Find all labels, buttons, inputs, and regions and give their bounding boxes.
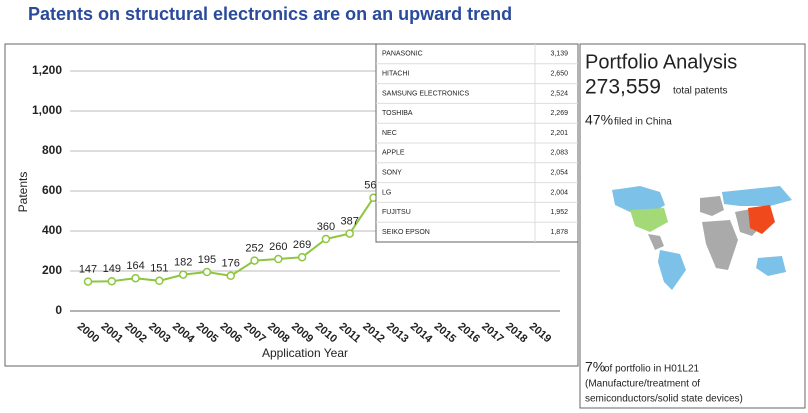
y-tick-label: 1,200 (32, 63, 62, 77)
point (155, 276, 164, 286)
company: FUJITSU (382, 209, 411, 216)
south-america (658, 250, 686, 290)
count: 2,201 (550, 130, 568, 137)
count: 1,952 (550, 209, 568, 216)
point (131, 273, 140, 283)
company: LG (382, 189, 391, 196)
point (83, 277, 93, 286)
point (274, 254, 283, 264)
y-tick-label: 400 (42, 223, 62, 237)
y-tick-label: 800 (42, 143, 62, 157)
table: PANASONIC 3,139 HITACHI 2,650 SAMSUNG ELECTR… (375, 43, 579, 243)
data-label: 360 (317, 221, 335, 233)
point (226, 271, 235, 281)
y-tick-label: 1,000 (32, 103, 62, 117)
company: PANASONIC (382, 51, 423, 58)
panel-title: Portfolio Analysis (585, 51, 737, 73)
point (297, 252, 307, 262)
company: APPLE (382, 150, 405, 157)
data-label: 164 (126, 260, 144, 272)
china-label: filed in China (614, 117, 672, 128)
company: NEC (382, 130, 397, 137)
company: SONY (382, 170, 402, 177)
point (178, 270, 188, 279)
company: TOSHIBA (382, 110, 413, 117)
point (107, 276, 117, 286)
page-title: Patents on structural electronics are on… (28, 4, 512, 24)
russia (722, 186, 792, 206)
company: HITACHI (382, 71, 410, 78)
data-label: 176 (222, 258, 240, 270)
count: 2,083 (550, 150, 568, 157)
data-label: 147 (79, 264, 97, 276)
y-tick-label: 0 (55, 303, 62, 317)
count: 1,878 (550, 229, 568, 236)
australia (756, 256, 786, 276)
count: 2,524 (550, 90, 568, 97)
count: 2,269 (550, 110, 568, 117)
point (250, 256, 259, 265)
total: 273,559 (585, 76, 661, 99)
canada (612, 186, 665, 215)
count: 2,004 (550, 189, 568, 196)
usa (630, 208, 668, 232)
data-label: 269 (293, 239, 311, 251)
data-label: 182 (174, 257, 192, 269)
china (748, 205, 775, 234)
x-axis-label: Application Year (262, 346, 348, 360)
data-label: 151 (150, 263, 168, 275)
count: 3,139 (550, 51, 568, 58)
company: SAMSUNG ELECTRONICS (382, 90, 469, 97)
data-label: 252 (245, 243, 263, 255)
central-america (648, 234, 664, 250)
data-label: 387 (341, 216, 359, 228)
world-map (612, 186, 792, 290)
y-axis-label: Patents (16, 172, 30, 213)
data-label: 260 (269, 241, 287, 253)
company: SEIKO EPSON (382, 229, 430, 236)
africa (702, 220, 738, 270)
class-note: semiconductors/solid state devices) (585, 394, 743, 405)
class-note: (Manufacture/treatment of (585, 379, 700, 390)
data-label: 195 (198, 254, 216, 266)
y-tick-label: 200 (42, 263, 62, 277)
point (345, 229, 354, 238)
count: 2,054 (550, 170, 568, 177)
count: 2,650 (550, 71, 568, 78)
europe (700, 196, 724, 216)
point (202, 267, 212, 277)
panel-frame (579, 43, 806, 409)
class-label: of portfolio in H01L21 (604, 364, 700, 375)
data-label: 149 (103, 263, 121, 275)
total-label: total patents (673, 86, 727, 97)
class-share: 7% (585, 359, 605, 375)
china-share: 47% (585, 112, 613, 128)
y-tick-label: 600 (42, 183, 62, 197)
point (321, 234, 331, 244)
